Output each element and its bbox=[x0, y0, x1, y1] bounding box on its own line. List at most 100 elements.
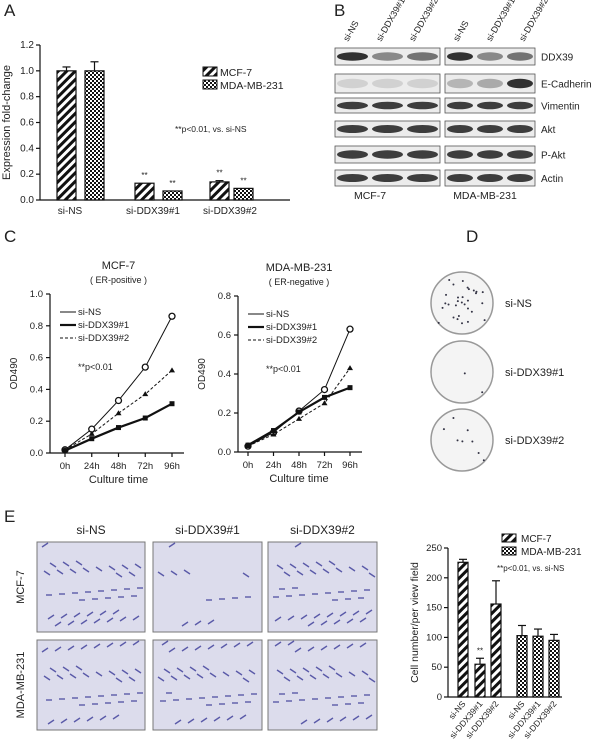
y-tick-label: 0.2 bbox=[20, 169, 34, 180]
cell-mark bbox=[73, 612, 81, 618]
blot-band bbox=[477, 150, 503, 159]
cell-mark bbox=[75, 560, 83, 566]
cell-mark bbox=[60, 613, 68, 619]
cell-mark bbox=[41, 647, 49, 653]
y-tick-label: 150 bbox=[426, 603, 442, 614]
data-point bbox=[116, 425, 121, 431]
significance-mark: ** bbox=[477, 646, 483, 655]
blot-band bbox=[447, 52, 473, 61]
panel-label-b: B bbox=[334, 1, 345, 20]
chart-title: MDA-MB-231 bbox=[266, 262, 333, 274]
cell-mark bbox=[196, 673, 204, 679]
significance-note: **p<0.01, vs. si-NS bbox=[497, 564, 564, 573]
cell-mark bbox=[359, 642, 367, 648]
cell-mark bbox=[157, 676, 165, 682]
colony-dot bbox=[441, 306, 444, 309]
cell-mark bbox=[69, 673, 77, 679]
cell-mark bbox=[322, 568, 330, 574]
micrograph bbox=[36, 541, 146, 633]
cell-mark bbox=[226, 715, 234, 721]
y-tick-label: 0.4 bbox=[20, 143, 34, 154]
colony-dot bbox=[456, 300, 459, 303]
cell-mark bbox=[170, 675, 178, 681]
data-point bbox=[320, 385, 329, 394]
cell-mark bbox=[348, 671, 356, 677]
cell-mark bbox=[307, 646, 315, 652]
cell-mark bbox=[56, 674, 64, 680]
colony-dot bbox=[452, 416, 455, 419]
cell-mark bbox=[348, 566, 356, 572]
colony-dot bbox=[452, 283, 455, 286]
legend-label: si-DDX39#1 bbox=[266, 322, 317, 333]
colony-dot bbox=[456, 318, 459, 321]
blot-band bbox=[337, 150, 368, 159]
cell-mark bbox=[115, 677, 123, 683]
micrograph-column-label: si-DDX39#2 bbox=[290, 523, 355, 537]
cell-mark bbox=[326, 717, 334, 723]
cell-mark bbox=[242, 572, 250, 578]
cell-mark bbox=[339, 716, 347, 722]
data-point bbox=[168, 312, 176, 320]
cell-mark bbox=[112, 714, 120, 720]
significance-note: **p<0.01 bbox=[78, 362, 113, 372]
micrograph-column-label: si-DDX39#1 bbox=[175, 523, 240, 537]
y-tick-label: 0.6 bbox=[218, 330, 231, 341]
cell-mark bbox=[62, 561, 70, 567]
micrograph bbox=[152, 541, 263, 633]
x-tick-label: 72h bbox=[317, 460, 333, 471]
cell-mark bbox=[194, 620, 202, 626]
cell-mark bbox=[168, 542, 176, 548]
colony-dot bbox=[461, 296, 464, 299]
blot-row-label: Vimentin bbox=[541, 102, 580, 113]
blot-band bbox=[507, 125, 533, 133]
colony-dot bbox=[437, 321, 440, 324]
y-tick-label: 0.0 bbox=[218, 447, 231, 458]
cell-mark bbox=[248, 669, 256, 675]
chart-title: MCF-7 bbox=[102, 260, 136, 272]
x-tick-label: 48h bbox=[291, 460, 307, 471]
blot-row-label: Akt bbox=[541, 125, 556, 136]
colony-dot bbox=[481, 302, 484, 305]
series-line bbox=[247, 328, 351, 447]
y-tick-label: 250 bbox=[426, 543, 442, 554]
y-tick-label: 1.2 bbox=[20, 40, 34, 51]
cell-mark bbox=[365, 714, 373, 720]
blot-column-label: si-DDX39#1 bbox=[374, 0, 407, 43]
significance-mark: ** bbox=[169, 179, 175, 188]
blot-band bbox=[337, 125, 368, 133]
cell-mark bbox=[274, 641, 282, 647]
y-tick-label: 0.4 bbox=[218, 369, 231, 380]
y-tick-label: 1.0 bbox=[30, 289, 43, 300]
cell-mark bbox=[309, 569, 317, 575]
blot-row-label: P-Akt bbox=[541, 151, 566, 162]
cell-mark bbox=[361, 565, 369, 571]
cell-mark bbox=[49, 667, 57, 673]
blot-panel bbox=[444, 73, 536, 94]
panel-label-e: E bbox=[4, 507, 15, 526]
cell-mark bbox=[320, 620, 328, 626]
legend-swatch-mcf7 bbox=[501, 533, 517, 543]
blot-band bbox=[337, 174, 368, 182]
significance-note: **p<0.01, vs. si-NS bbox=[175, 124, 247, 134]
y-tick-label: 0.6 bbox=[30, 353, 43, 364]
cell-mark bbox=[320, 645, 328, 651]
micrograph bbox=[36, 639, 146, 731]
cell-mark bbox=[365, 609, 373, 615]
data-point bbox=[321, 400, 328, 406]
panel-label-d: D bbox=[466, 227, 478, 246]
blot-row-label: Actin bbox=[541, 174, 563, 185]
x-tick-label: 0h bbox=[243, 460, 254, 471]
colony-dot bbox=[447, 303, 450, 306]
blot-band bbox=[447, 78, 473, 89]
panel-label-a: A bbox=[4, 1, 16, 20]
cell-mark bbox=[352, 610, 360, 616]
legend-label: MDA-MB-231 bbox=[521, 547, 582, 558]
data-point bbox=[141, 363, 149, 371]
data-point bbox=[114, 396, 123, 405]
bar bbox=[548, 639, 560, 698]
data-point bbox=[142, 391, 149, 397]
cell-mark bbox=[202, 665, 210, 671]
blot-group-label: MCF-7 bbox=[354, 190, 386, 202]
y-tick-label: 0 bbox=[437, 692, 442, 703]
